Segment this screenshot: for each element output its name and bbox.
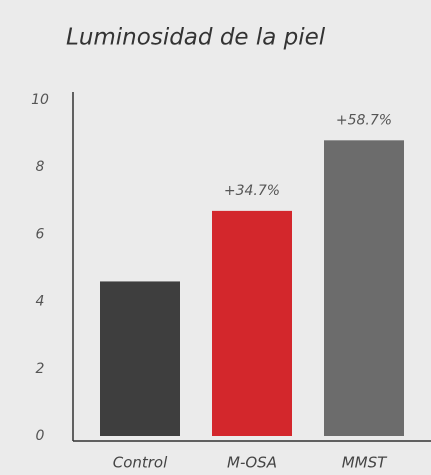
annotation: +58.7% [336,112,392,128]
y-tick-label: 4 [36,294,45,310]
bar [212,210,292,436]
x-tick-label: Control [113,454,168,472]
y-tick-label: 6 [36,226,45,242]
annotation: +34.7% [224,183,280,199]
bar [324,140,404,436]
chart-title: Luminosidad de la piel [66,25,326,51]
y-tick-label: 10 [31,92,49,108]
y-tick-label: 0 [36,428,45,444]
x-tick-label: MMST [342,454,388,472]
x-tick-label: M-OSA [227,454,277,472]
y-tick-label: 2 [36,361,45,377]
y-tick-label: 8 [36,159,45,175]
bar [100,281,180,436]
